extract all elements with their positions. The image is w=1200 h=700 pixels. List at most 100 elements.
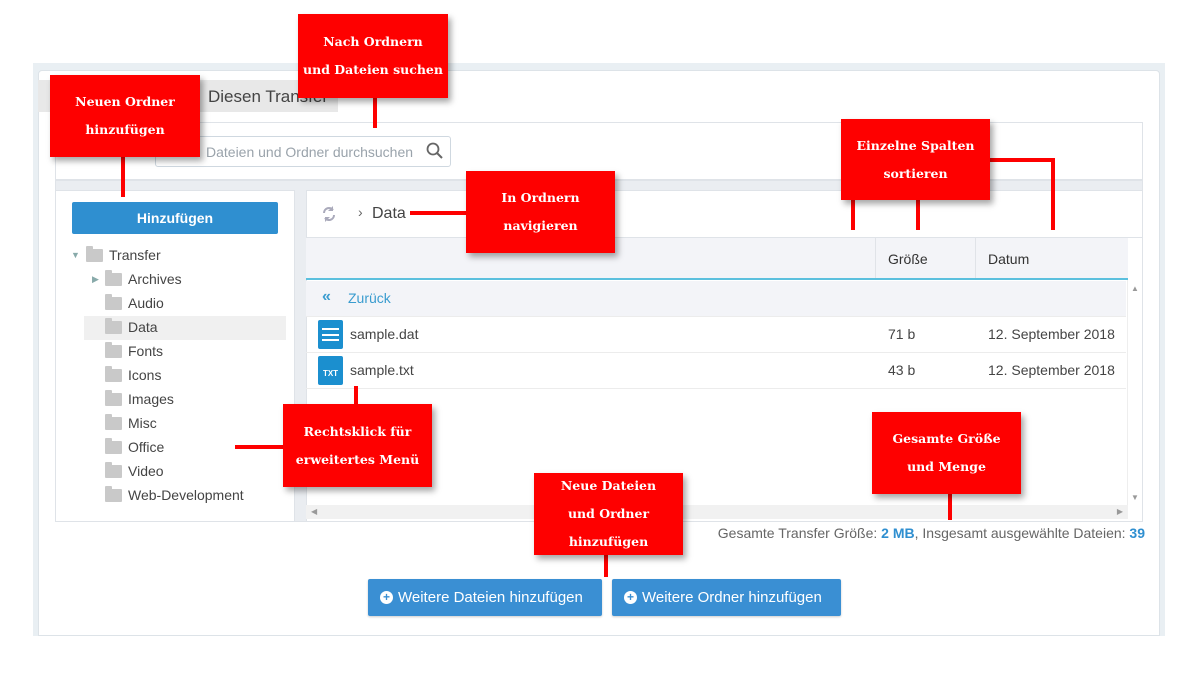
callout-sort: Einzelne Spalten sortieren [841,119,990,200]
callout-text: Nach Ordnern [323,34,423,49]
file-date: 12. September 2018 [988,326,1115,342]
folder-icon [105,462,122,478]
tree-item-label: Misc [128,415,157,431]
chevron-right-icon: › [358,204,363,220]
folder-icon [105,342,122,358]
table-row[interactable]: TXT sample.txt 43 b 12. September 2018 [306,353,1126,389]
tree-item-transfer[interactable]: ▼ Transfer [71,244,161,267]
breadcrumb: › Data [306,190,1143,238]
folder-tree-panel [55,190,295,522]
callout-text: und Menge [907,459,986,474]
callout-text: und Dateien suchen [303,62,443,77]
tree-item-icons[interactable]: Icons [105,364,161,387]
callout-rightclick: Rechtsklick für erweitertes Menü [283,404,432,487]
file-name: sample.txt [350,362,414,378]
callout-line [1051,158,1055,230]
tree-item-web-development[interactable]: Web-Development [105,484,244,507]
plus-circle-icon: + [380,591,393,604]
callout-line [988,158,1055,162]
tree-item-office[interactable]: Office [105,436,164,459]
refresh-icon[interactable] [321,205,337,223]
caret-down-icon[interactable]: ▼ [71,250,80,260]
callout-text: Einzelne Spalten [856,137,975,153]
folder-icon [105,366,122,382]
callout-text: Neue Dateien [560,478,657,493]
add-files-button[interactable]: + Weitere Dateien hinzufügen [368,579,602,616]
search-icon[interactable] [426,142,444,160]
callout-text: Neuen Ordner [75,94,175,109]
add-folder-button[interactable]: Hinzufügen [72,202,278,234]
folder-icon [105,390,122,406]
callout-text: und Ordner [567,506,650,521]
horizontal-scrollbar[interactable]: ◀ ▶ [306,505,1128,519]
tree-item-label: Archives [128,271,182,287]
double-chevron-left-icon: « [322,288,331,305]
transfer-summary: Gesamte Transfer Größe: 2 MB, Insgesamt … [718,525,1145,541]
txt-file-icon: TXT [318,356,343,385]
folder-icon [105,486,122,502]
callout-line [121,155,125,197]
caret-right-icon[interactable]: ▶ [92,274,99,284]
callout-line [410,211,468,215]
tree-item-label: Fonts [128,343,164,359]
folder-icon [105,318,122,334]
table-header: Größe Datum [306,238,1128,280]
callout-navigate: In Ordnern navigieren [466,171,615,253]
search-input[interactable]: Dateien und Ordner durchsuchen [155,136,451,167]
tree-item-images[interactable]: Images [105,388,174,411]
back-row[interactable]: « Zurück [306,281,1126,317]
callout-line [916,198,920,230]
tree-item-misc[interactable]: Misc [105,412,157,435]
search-placeholder: Dateien und Ordner durchsuchen [206,144,414,160]
tree-item-label: Video [128,463,164,479]
total-size-label: Gesamte Transfer Größe: [717,525,882,541]
vertical-scrollbar[interactable]: ▲ ▼ [1127,280,1142,506]
callout-total: Gesamte Größe und Menge [872,412,1021,494]
add-folders-button[interactable]: + Weitere Ordner hinzufügen [612,579,841,616]
callout-text: Gesamte Größe [892,431,1001,446]
plus-circle-icon: + [624,591,637,604]
tree-item-label: Web-Development [128,487,244,503]
tree-item-label: Images [128,391,174,407]
tree-item-label: Office [128,439,165,455]
callout-line [948,492,952,520]
callout-new-files: Neue Dateien und Ordner hinzufügen [534,473,683,555]
tree-item-label: Data [128,319,158,335]
tree-item-label: Transfer [109,247,161,263]
callout-text: hinzufügen [568,534,649,549]
callout-text: hinzufügen [85,122,165,137]
tree-item-video[interactable]: Video [105,460,164,483]
callout-text: In Ordnern [501,190,580,205]
callout-line [373,96,377,128]
callout-line [604,553,608,577]
callout-text: navigieren [503,218,578,233]
back-label: Zurück [348,290,391,306]
file-date: 12. September 2018 [988,362,1115,378]
tree-item-archives[interactable]: ▶ Archives [92,268,182,291]
file-count-label: , Insgesamt ausgewählte Dateien: [914,525,1130,541]
callout-line [235,445,285,449]
tree-item-label: Icons [128,367,162,383]
breadcrumb-current[interactable]: Data [372,205,406,222]
tree-item-audio[interactable]: Audio [105,292,164,315]
callout-search: Nach Ordnern und Dateien suchen [298,14,448,98]
folder-icon [105,414,122,430]
callout-text: sortieren [883,165,948,181]
file-size: 43 b [888,362,916,378]
callout-line [354,386,358,406]
tree-item-label: Audio [128,295,164,311]
table-row[interactable]: sample.dat 71 b 12. September 2018 [306,317,1126,353]
add-files-label: Weitere Dateien hinzufügen [398,589,583,606]
file-size: 71 b [888,326,916,342]
column-size[interactable]: Größe [875,238,975,278]
folder-icon [105,294,122,310]
total-size-value: 2 MB [881,525,915,541]
add-folders-label: Weitere Ordner hinzufügen [642,589,822,606]
column-date[interactable]: Datum [975,238,1128,278]
callout-text: erweitertes Menü [295,451,420,467]
tree-item-data[interactable]: Data [105,316,158,339]
tree-item-fonts[interactable]: Fonts [105,340,163,363]
callout-text: Rechtsklick für [303,423,412,439]
folder-icon [105,270,122,286]
file-count-value: 39 [1129,525,1145,541]
